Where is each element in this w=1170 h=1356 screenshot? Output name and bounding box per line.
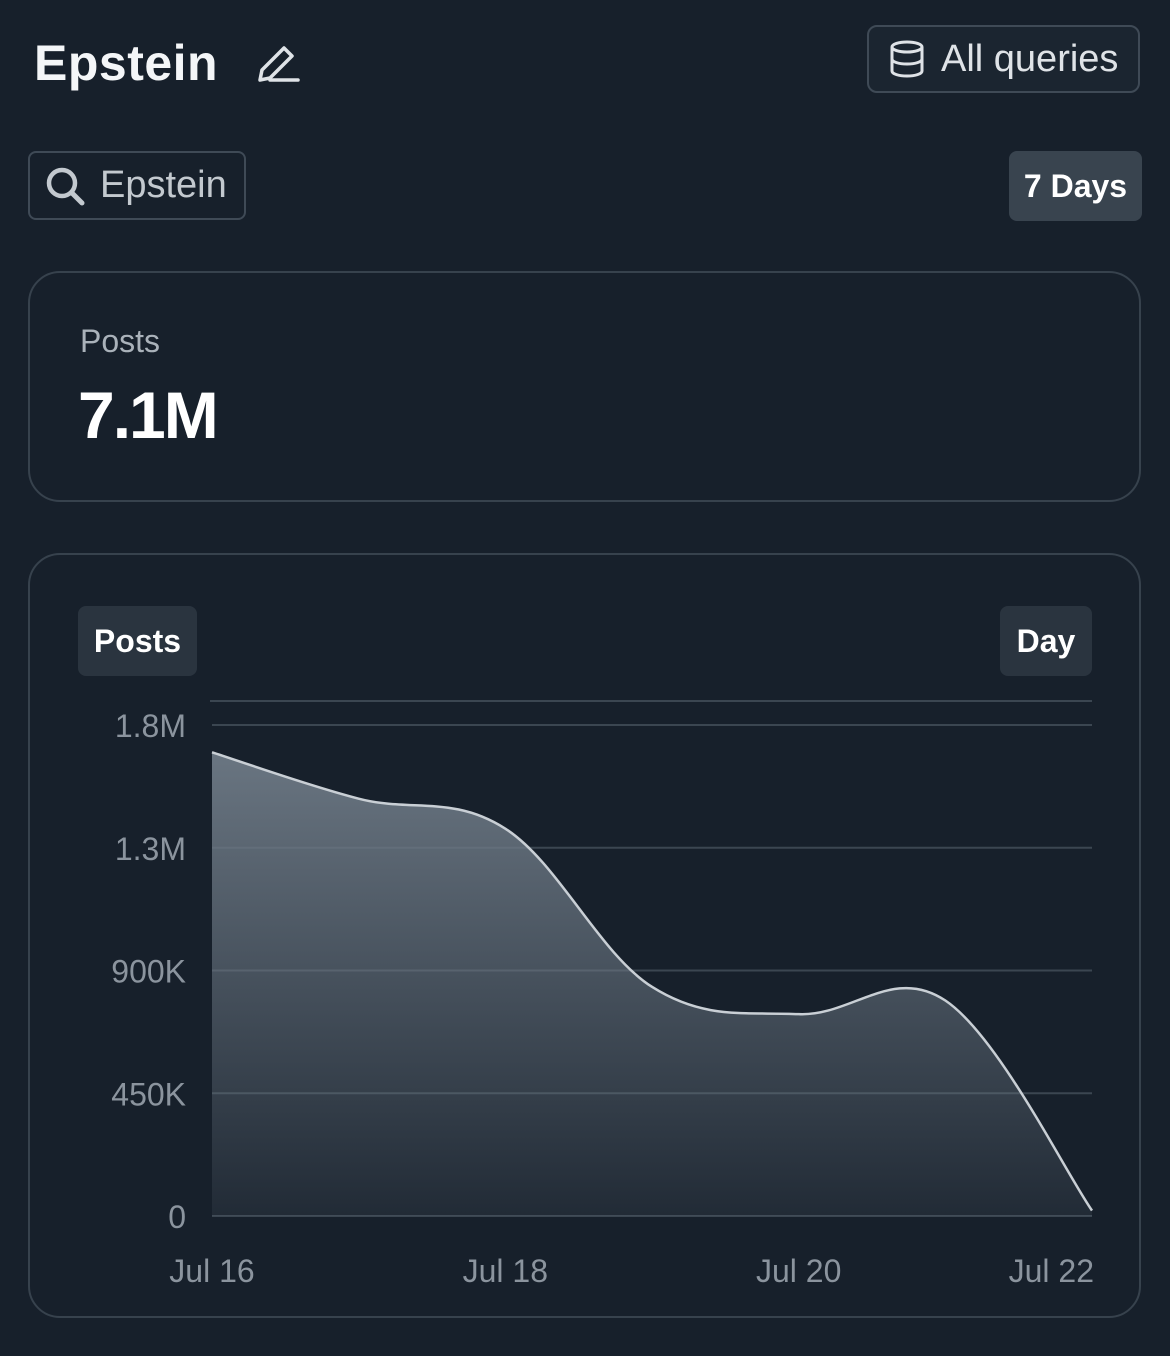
x-tick-label: Jul 16 xyxy=(169,1253,254,1289)
series-area xyxy=(212,752,1092,1216)
x-tick-label: Jul 22 xyxy=(1009,1253,1094,1289)
posts-area-chart: 0 450K 900K 1.3M 1.8M Jul 16 Jul 18 Jul 20 Jul … xyxy=(111,700,1094,1289)
all-queries-label: All queries xyxy=(941,37,1119,80)
x-tick-label: Jul 20 xyxy=(756,1253,841,1289)
metric-selector[interactable]: Posts xyxy=(78,606,197,676)
page-title: Epstein xyxy=(34,35,219,91)
y-tick-label: 1.3M xyxy=(115,831,186,867)
search-input[interactable] xyxy=(100,164,240,207)
search-box[interactable] xyxy=(28,151,246,220)
y-tick-label: 1.8M xyxy=(115,708,186,744)
y-tick-label: 900K xyxy=(111,954,186,990)
pencil-icon[interactable] xyxy=(254,42,300,86)
search-icon xyxy=(46,167,85,205)
series-line xyxy=(211,751,1094,1212)
summary-value: 7.1M xyxy=(78,378,219,452)
posts-summary-card: Posts 7.1M xyxy=(28,271,1141,502)
x-tick-label: Jul 18 xyxy=(463,1253,548,1289)
date-range-button[interactable]: 7 Days xyxy=(1009,151,1142,221)
all-queries-button[interactable]: All queries xyxy=(867,25,1140,93)
y-tick-label: 0 xyxy=(168,1199,186,1235)
database-icon xyxy=(890,40,924,78)
y-tick-label: 450K xyxy=(111,1076,186,1112)
interval-selector[interactable]: Day xyxy=(1000,606,1092,676)
chart-card: Posts Day 0 450K 900K 1.3M 1.8M Jul 16 Jul 18… xyxy=(28,553,1141,1318)
summary-label: Posts xyxy=(80,323,161,359)
